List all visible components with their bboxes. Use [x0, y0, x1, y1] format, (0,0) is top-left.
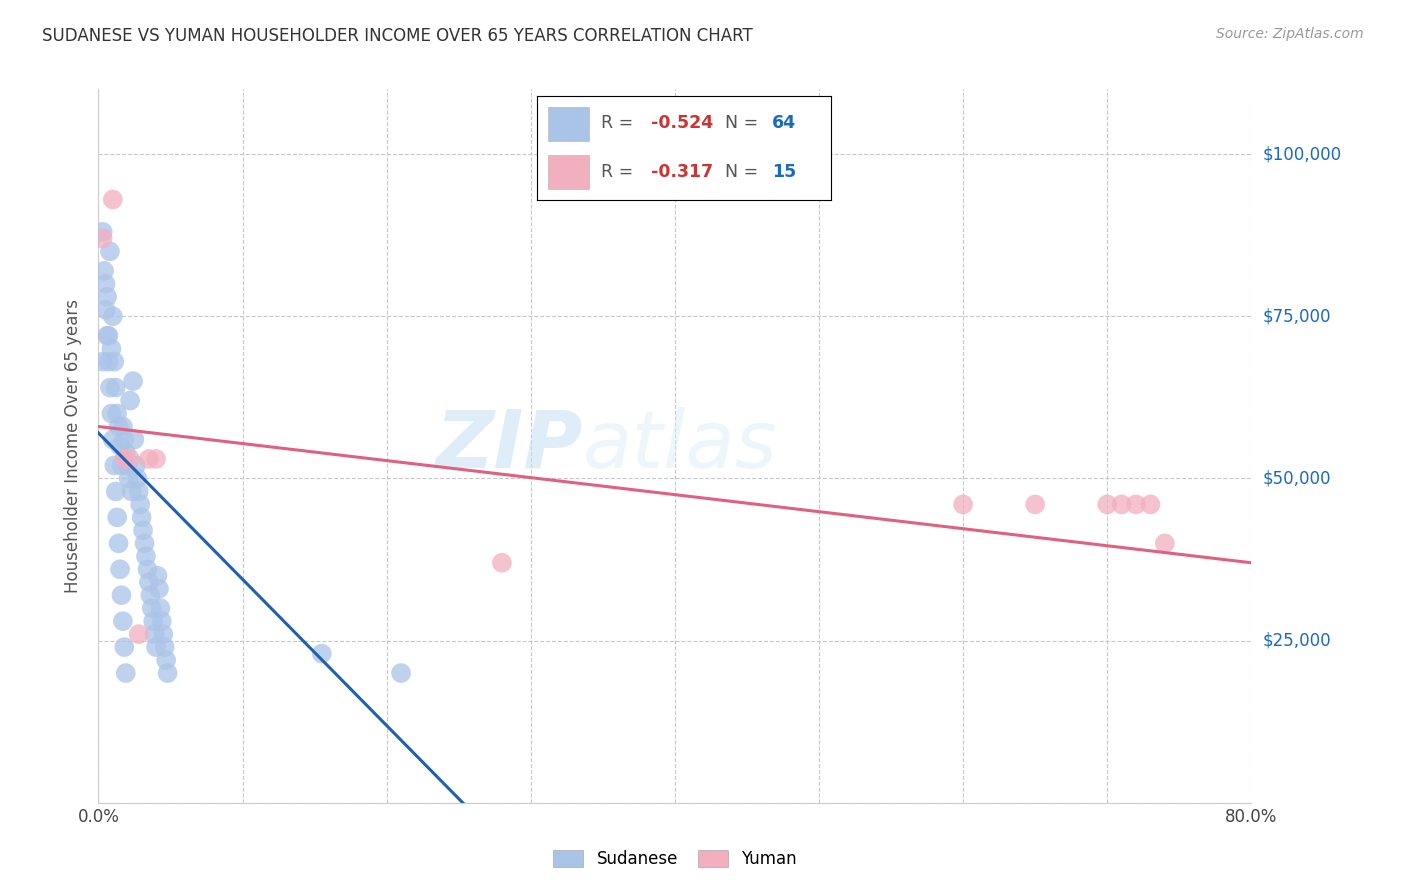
Point — [1097, 497, 1119, 511]
Point — [91, 231, 114, 245]
Point — [105, 407, 128, 421]
Point — [129, 497, 152, 511]
Point — [110, 458, 132, 473]
Point — [131, 510, 153, 524]
Point — [145, 640, 167, 654]
Point — [156, 666, 179, 681]
Point — [1153, 536, 1175, 550]
Point — [138, 452, 160, 467]
Point — [93, 264, 115, 278]
Point — [128, 484, 150, 499]
Point — [124, 433, 146, 447]
Point — [128, 627, 150, 641]
Point — [114, 666, 136, 681]
Point — [101, 310, 124, 324]
Point — [1139, 497, 1161, 511]
Point — [98, 244, 121, 259]
Point — [111, 614, 134, 628]
Point — [98, 381, 121, 395]
Point — [101, 433, 124, 447]
Point — [135, 549, 157, 564]
Point — [112, 640, 135, 654]
Point — [311, 647, 333, 661]
Point — [118, 471, 141, 485]
Point — [1111, 497, 1133, 511]
Point — [142, 614, 165, 628]
Point — [145, 452, 167, 467]
Point — [105, 510, 128, 524]
Point — [94, 277, 117, 291]
Point — [97, 328, 120, 343]
Point — [125, 458, 148, 473]
Point — [120, 393, 142, 408]
Y-axis label: Householder Income Over 65 years: Householder Income Over 65 years — [65, 299, 83, 593]
Point — [952, 497, 974, 511]
Point — [134, 536, 156, 550]
Point — [96, 328, 118, 343]
Point — [138, 575, 160, 590]
Point — [108, 439, 131, 453]
Point — [112, 452, 135, 467]
Point — [110, 588, 132, 602]
Point — [112, 433, 135, 447]
Point — [136, 562, 159, 576]
Point — [104, 484, 127, 499]
Legend: Sudanese, Yuman: Sudanese, Yuman — [547, 843, 803, 875]
Point — [91, 354, 114, 368]
Point — [108, 562, 131, 576]
Point — [122, 374, 145, 388]
Point — [91, 225, 114, 239]
Text: $50,000: $50,000 — [1263, 469, 1331, 487]
Point — [149, 601, 172, 615]
Text: atlas: atlas — [582, 407, 778, 485]
Point — [146, 568, 169, 582]
Point — [148, 582, 170, 596]
Point — [153, 640, 176, 654]
Text: Source: ZipAtlas.com: Source: ZipAtlas.com — [1216, 27, 1364, 41]
Point — [103, 354, 125, 368]
Point — [107, 536, 129, 550]
Point — [491, 556, 513, 570]
Point — [143, 627, 166, 641]
Point — [117, 458, 138, 473]
Point — [100, 342, 122, 356]
Point — [127, 471, 149, 485]
Point — [101, 193, 124, 207]
Point — [121, 484, 143, 499]
Point — [155, 653, 177, 667]
Point — [107, 419, 129, 434]
Text: $25,000: $25,000 — [1263, 632, 1331, 649]
Point — [389, 666, 412, 681]
Point — [97, 354, 120, 368]
Point — [96, 290, 118, 304]
Point — [1024, 497, 1046, 511]
Point — [114, 445, 136, 459]
Point — [104, 381, 127, 395]
Point — [103, 458, 125, 473]
Point — [152, 627, 174, 641]
Point — [1125, 497, 1147, 511]
Point — [111, 419, 134, 434]
Point — [100, 407, 122, 421]
Text: $100,000: $100,000 — [1263, 145, 1341, 163]
Point — [132, 524, 155, 538]
Point — [141, 601, 163, 615]
Point — [94, 302, 117, 317]
Text: ZIP: ZIP — [436, 407, 582, 485]
Text: SUDANESE VS YUMAN HOUSEHOLDER INCOME OVER 65 YEARS CORRELATION CHART: SUDANESE VS YUMAN HOUSEHOLDER INCOME OVE… — [42, 27, 754, 45]
Point — [139, 588, 162, 602]
Text: $75,000: $75,000 — [1263, 307, 1331, 326]
Point — [150, 614, 173, 628]
Point — [120, 452, 142, 467]
